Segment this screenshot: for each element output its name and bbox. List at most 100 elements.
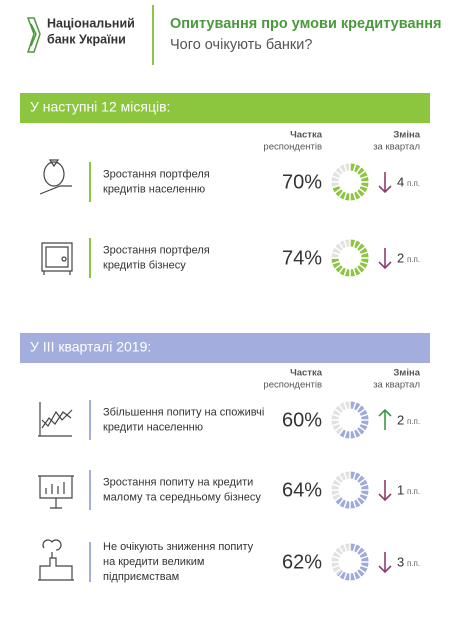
donut-gap — [343, 470, 348, 481]
donut-gap — [333, 477, 343, 485]
donut-gap — [352, 542, 357, 553]
donut-gap — [355, 189, 363, 199]
column-header: за квартал — [373, 142, 420, 153]
subtitle: Чого очікують банки? — [170, 37, 312, 53]
change-unit: п.п. — [407, 255, 420, 264]
share-label: 64% — [282, 479, 322, 501]
donut-gap — [333, 263, 343, 271]
donut-gap — [333, 495, 343, 503]
change-value: 1 — [397, 482, 404, 497]
donut-gap — [355, 165, 363, 175]
donut-gap — [359, 251, 370, 256]
donut-gap — [355, 497, 363, 507]
donut-gap — [337, 189, 345, 199]
donut-gap — [337, 473, 345, 483]
item-text: Зростання портфеля — [103, 244, 210, 256]
change-value: 4 — [397, 174, 404, 189]
donut-gap — [333, 169, 343, 177]
donut-gap — [359, 564, 370, 569]
change-value: 2 — [397, 412, 404, 427]
item-icon — [38, 402, 73, 437]
donut-gap — [359, 422, 370, 427]
column-header: респондентів — [263, 380, 322, 391]
donut-gap — [337, 165, 345, 175]
donut-gap — [355, 403, 363, 413]
donut-gap — [355, 241, 363, 251]
donut-gap — [343, 571, 348, 582]
item-icon — [41, 242, 73, 275]
donut-gap — [343, 429, 348, 440]
donut-gap — [330, 175, 341, 180]
change-value: 2 — [397, 250, 404, 265]
donut-gap — [343, 542, 348, 553]
donut-gap — [337, 427, 345, 437]
logo-text: банк України — [47, 32, 126, 46]
donut-gap — [355, 473, 363, 483]
change-arrow — [378, 408, 392, 430]
donut-gap — [343, 499, 348, 510]
donut-gap — [357, 187, 367, 195]
donut-gap — [343, 191, 348, 202]
item-text: Збільшення попиту на споживчі — [103, 406, 264, 418]
item-text: кредитів бізнесу — [103, 259, 186, 271]
share-label: 60% — [282, 409, 322, 431]
item-text: Не очікують зниження попиту — [103, 541, 254, 553]
column-header: Частка — [290, 368, 323, 379]
donut-gap — [330, 564, 341, 569]
item-text: підприємствам — [103, 571, 179, 583]
column-header: Зміна — [393, 130, 420, 141]
donut-gap — [330, 184, 341, 189]
share-label: 62% — [282, 551, 322, 573]
item-icon — [39, 159, 72, 195]
logo-emblem — [26, 17, 41, 53]
donut-gap — [357, 407, 367, 415]
donut-gap — [357, 245, 367, 253]
donut-gap — [359, 483, 370, 488]
donut-gap — [359, 184, 370, 189]
change-unit: п.п. — [407, 559, 420, 568]
donut-gap — [337, 241, 345, 251]
donut-gap — [352, 429, 357, 440]
donut-gap — [357, 549, 367, 557]
donut-gap — [352, 571, 357, 582]
change-unit: п.п. — [407, 487, 420, 496]
donut-gap — [337, 545, 345, 555]
donut-gap — [352, 191, 357, 202]
donut-gap — [352, 499, 357, 510]
donut-gap — [343, 238, 348, 249]
donut-gap — [337, 569, 345, 579]
donut-gap — [333, 407, 343, 415]
donut-gap — [330, 251, 341, 256]
donut-gap — [357, 425, 367, 433]
item-icon — [38, 539, 74, 581]
item-text: кредитів населенню — [103, 183, 205, 195]
donut-gap — [357, 495, 367, 503]
title: Опитування про умови кредитування — [170, 16, 441, 32]
donut-gap — [355, 569, 363, 579]
column-header: Зміна — [393, 368, 420, 379]
donut-gap — [357, 263, 367, 271]
donut-gap — [343, 162, 348, 173]
donut-gap — [357, 477, 367, 485]
donut-gap — [333, 425, 343, 433]
donut-gap — [359, 413, 370, 418]
change-arrow — [378, 172, 392, 194]
donut-gap — [352, 470, 357, 481]
donut-gap — [333, 549, 343, 557]
change-unit: п.п. — [407, 417, 420, 426]
donut-gap — [330, 492, 341, 497]
donut-gap — [337, 403, 345, 413]
section-heading: У III кварталі 2019: — [30, 339, 151, 355]
donut-gap — [352, 267, 357, 278]
item-text: кредити населенню — [103, 421, 203, 433]
change-unit: п.п. — [407, 179, 420, 188]
item-text: Зростання портфеля — [103, 168, 210, 180]
donut-gap — [352, 162, 357, 173]
change-arrow — [378, 248, 392, 270]
share-label: 70% — [282, 171, 322, 193]
donut-gap — [359, 555, 370, 560]
donut-gap — [343, 267, 348, 278]
donut-gap — [330, 483, 341, 488]
logo-text: Національний — [47, 16, 135, 30]
donut-gap — [357, 567, 367, 575]
